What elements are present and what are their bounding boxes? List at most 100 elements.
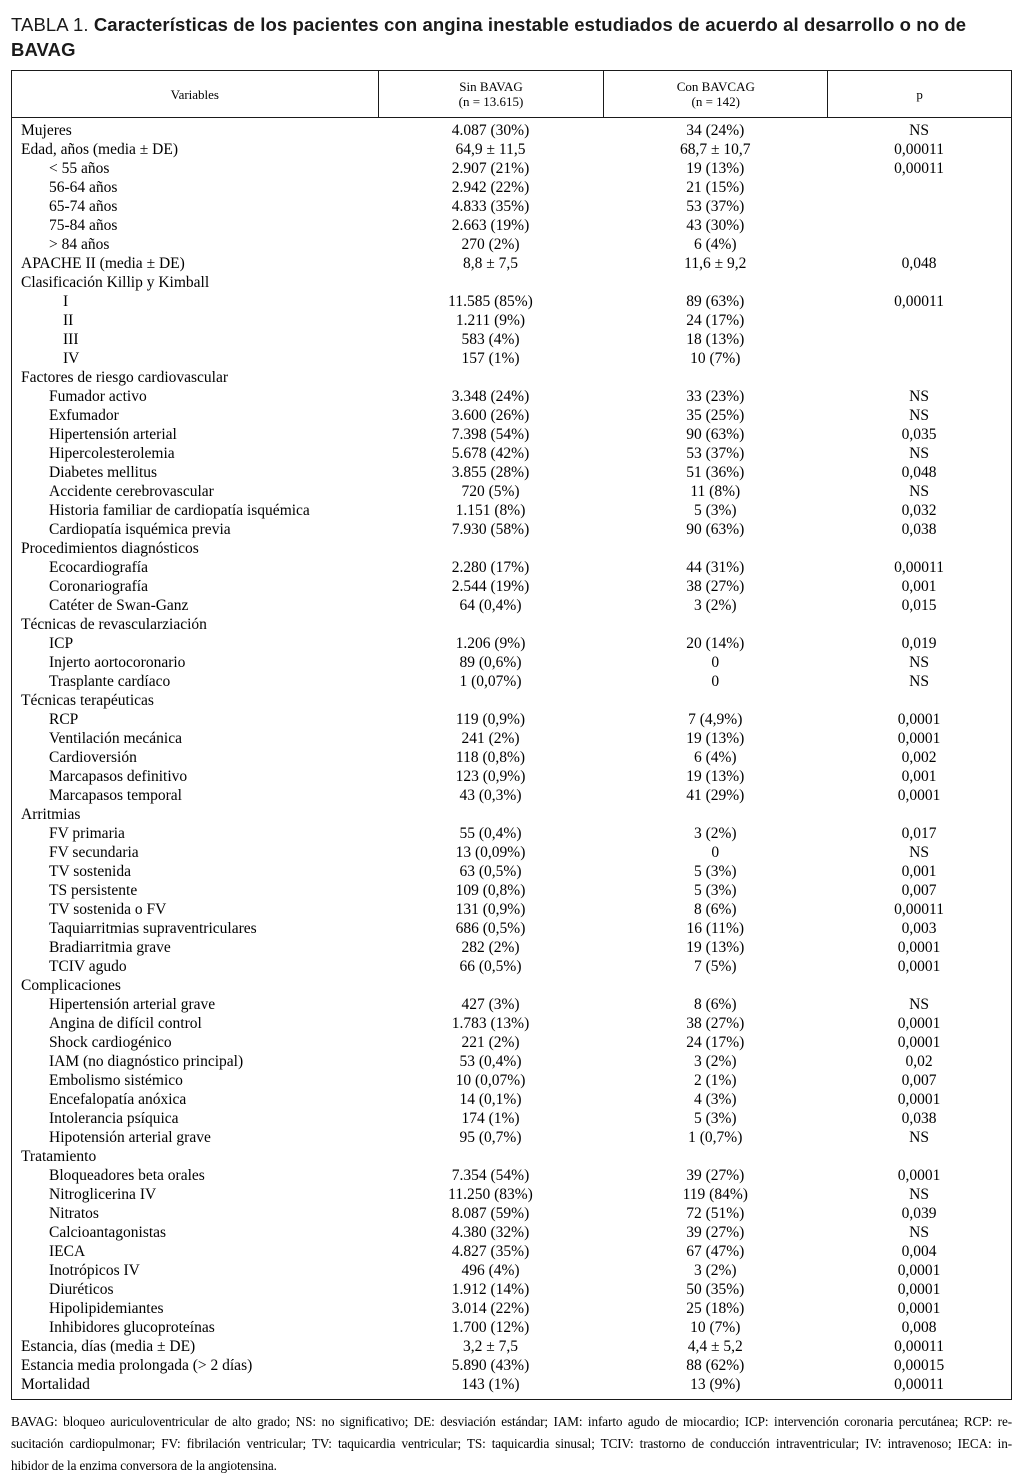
cell-sin-bavag (378, 615, 604, 634)
table-row: Diabetes mellitus 3.855 (28%) 51 (36%) 0,04… (12, 463, 1011, 482)
cell-con-bavcag: 18 (13%) (686, 331, 745, 348)
row-label: RCP (49, 711, 79, 728)
cell-sin-bavag: 221 (2%) (461, 1034, 520, 1051)
row-label: Técnicas terapéuticas (21, 692, 154, 709)
cell-con-bavcag: 7 (5%) (693, 958, 737, 975)
cell-sin-bavag: 95 (0,7%) (459, 1129, 522, 1146)
cell-p (827, 216, 1011, 235)
cell-sin-bavag: 8,8 ± 7,5 (463, 255, 519, 272)
cell-sin-bavag: 2.942 (22%) (451, 179, 530, 196)
cell-p: 0,0001 (897, 1281, 941, 1298)
cell-con-bavcag: 44 (31%) (686, 559, 745, 576)
cell-p: 0,008 (901, 1319, 937, 1336)
cell-sin-bavag: 64 (0,4%) (459, 597, 522, 614)
table-row: Tratamiento (12, 1147, 1011, 1166)
row-label: Hipolipidemiantes (49, 1300, 164, 1317)
table-row: Inotrópicos IV 496 (4%) 3 (2%) 0,0001 (12, 1261, 1011, 1280)
cell-p: 0,001 (901, 863, 937, 880)
cell-p (827, 273, 1011, 292)
row-label: Clasificación Killip y Kimball (21, 274, 210, 291)
cell-sin-bavag (378, 273, 604, 292)
row-label: FV primaria (49, 825, 125, 842)
footnote-line: BAVAG: bloqueo auriculoventricular de al… (11, 1414, 1012, 1429)
cell-p: 0,015 (901, 597, 937, 614)
cell-p: NS (909, 445, 929, 462)
cell-con-bavcag: 11 (8%) (690, 483, 741, 500)
column-header-sin-bavag: Sin BAVAG (n = 13.615) (377, 71, 604, 117)
cell-p: NS (909, 996, 929, 1013)
cell-con-bavcag: 38 (27%) (686, 1015, 745, 1032)
cell-p: 0,02 (905, 1053, 933, 1070)
cell-con-bavcag: 39 (27%) (686, 1224, 745, 1241)
cell-p: 0,038 (901, 521, 937, 538)
footnote: BAVAG: bloqueo auriculoventricular de al… (11, 1411, 1012, 1477)
table-row: Coronariografía 2.544 (19%) 38 (27%) 0,001 (12, 577, 1011, 596)
row-label: IECA (49, 1243, 86, 1260)
cell-sin-bavag: 3.600 (26%) (451, 407, 530, 424)
cell-con-bavcag: 24 (17%) (686, 1034, 745, 1051)
cell-sin-bavag: 241 (2%) (461, 730, 520, 747)
cell-sin-bavag: 1.912 (14%) (451, 1281, 530, 1298)
row-label: Complicaciones (21, 977, 121, 994)
cell-sin-bavag: 4.833 (35%) (451, 198, 530, 215)
cell-sin-bavag: 131 (0,9%) (455, 901, 526, 918)
cell-con-bavcag: 11,6 ± 9,2 (684, 255, 747, 272)
cell-sin-bavag: 3,2 ± 7,5 (463, 1338, 519, 1355)
cell-sin-bavag: 53 (0,4%) (459, 1053, 522, 1070)
cell-sin-bavag (378, 805, 604, 824)
table-row: Intolerancia psíquica 174 (1%) 5 (3%) 0,038 (12, 1109, 1011, 1128)
table-row: Ventilación mecánica 241 (2%) 19 (13%) 0,00… (12, 729, 1011, 748)
cell-sin-bavag: 64,9 ± 11,5 (455, 141, 526, 158)
cell-con-bavcag: 7 (4,9%) (688, 711, 743, 728)
cell-p: NS (909, 122, 929, 139)
column-header-sublabel: (n = 13.615) (458, 94, 524, 109)
table-row: Ecocardiografía 2.280 (17%) 44 (31%) 0,0001… (12, 558, 1011, 577)
cell-con-bavcag: 8 (6%) (693, 901, 737, 918)
cell-con-bavcag: 19 (13%) (686, 768, 745, 785)
cell-sin-bavag: 270 (2%) (461, 236, 520, 253)
table-row: IV 157 (1%) 10 (7%) (12, 349, 1011, 368)
table-row: TV sostenida o FV 131 (0,9%) 8 (6%) 0,00011 (12, 900, 1011, 919)
cell-sin-bavag: 1 (0,07%) (459, 673, 522, 690)
row-label: Accidente cerebrovascular (49, 483, 214, 500)
table-row: Mujeres 4.087 (30%) 34 (24%) NS (12, 121, 1011, 140)
cell-p: NS (909, 483, 929, 500)
cell-sin-bavag: 2.907 (21%) (451, 160, 530, 177)
cell-p: 0,0001 (897, 958, 941, 975)
cell-sin-bavag: 14 (0,1%) (459, 1091, 522, 1108)
cell-con-bavcag: 53 (37%) (686, 445, 745, 462)
row-label: Diuréticos (49, 1281, 114, 1298)
cell-con-bavcag: 90 (63%) (686, 426, 745, 443)
table-row: Accidente cerebrovascular 720 (5%) 11 (8%)… (12, 482, 1011, 501)
cell-sin-bavag: 3.855 (28%) (451, 464, 530, 481)
cell-sin-bavag: 1.700 (12%) (451, 1319, 530, 1336)
cell-con-bavcag: 39 (27%) (686, 1167, 745, 1184)
cell-p (827, 178, 1011, 197)
table-row: Fumador activo 3.348 (24%) 33 (23%) NS (12, 387, 1011, 406)
data-table: Variables Sin BAVAG (n = 13.615) Con BAV… (11, 70, 1012, 1400)
cell-p: 0,019 (901, 635, 937, 652)
cell-p (827, 330, 1011, 349)
cell-con-bavcag: 6 (4%) (693, 236, 737, 253)
row-label: < 55 años (49, 160, 110, 177)
cell-sin-bavag: 5.678 (42%) (451, 445, 530, 462)
cell-con-bavcag: 1 (0,7%) (688, 1129, 743, 1146)
cell-p: 0,0001 (897, 730, 941, 747)
cell-con-bavcag: 5 (3%) (693, 502, 737, 519)
cell-sin-bavag: 1.206 (9%) (455, 635, 526, 652)
row-label: Estancia media prolongada (> 2 días) (21, 1357, 253, 1374)
cell-con-bavcag: 53 (37%) (686, 198, 745, 215)
table-row: Hipertensión arterial 7.398 (54%) 90 (63%)… (12, 425, 1011, 444)
cell-con-bavcag: 68,7 ± 10,7 (680, 141, 751, 158)
row-label: Nitratos (49, 1205, 99, 1222)
cell-con-bavcag: 43 (30%) (686, 217, 745, 234)
cell-sin-bavag (378, 976, 604, 995)
cell-con-bavcag: 16 (11%) (686, 920, 745, 937)
cell-con-bavcag (603, 691, 827, 710)
row-label: Inotrópicos IV (49, 1262, 140, 1279)
cell-p: 0,00011 (894, 160, 944, 177)
cell-p: NS (909, 1224, 929, 1241)
row-label: TCIV agudo (49, 958, 127, 975)
table-row: 65-74 años 4.833 (35%) 53 (37%) (12, 197, 1011, 216)
cell-con-bavcag: 89 (63%) (686, 293, 745, 310)
